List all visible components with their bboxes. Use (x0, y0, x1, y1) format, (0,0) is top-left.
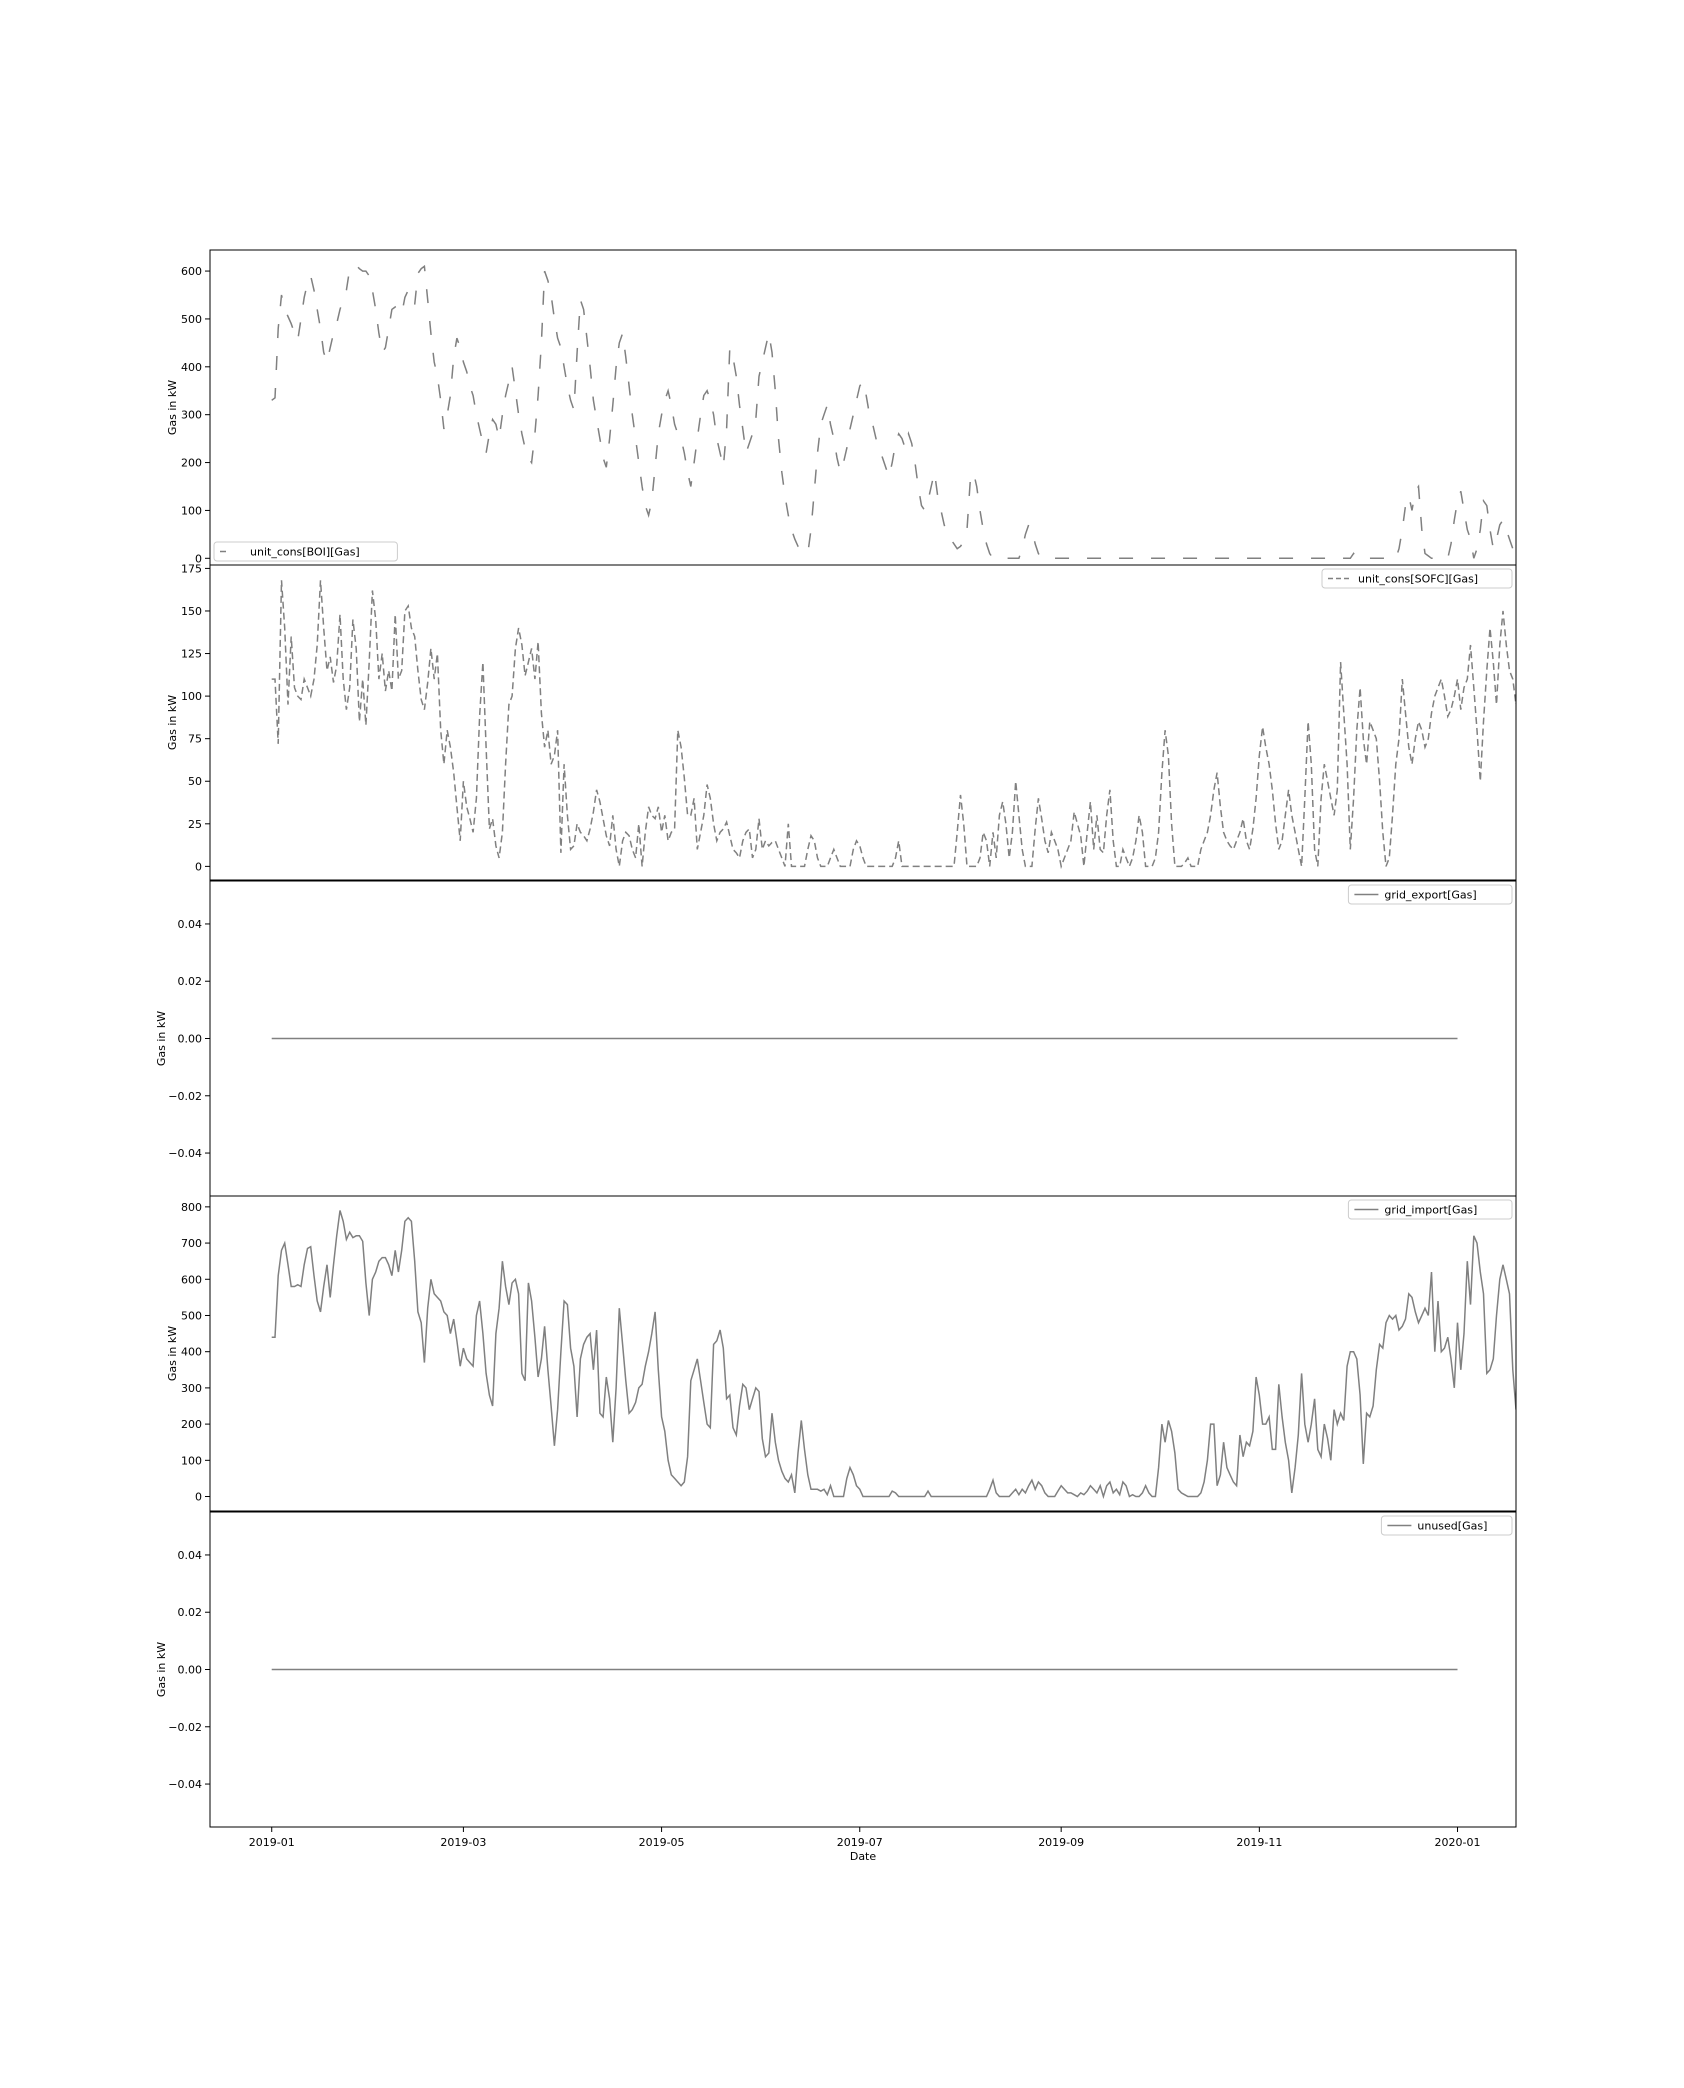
y-tick-label: 400 (181, 1346, 202, 1359)
y-tick-label: 0.00 (178, 1664, 203, 1677)
legend: grid_import[Gas] (1347, 1199, 1513, 1220)
y-tick-label: 0 (195, 1491, 202, 1504)
legend-box (1321, 568, 1513, 589)
y-tick-label: 0 (195, 552, 202, 565)
y-tick-label: 500 (181, 1309, 202, 1322)
subplot-3: −0.04 −0.02 0.00 0.02 0.04 Gas in kW grid_expo… (155, 880, 1517, 1197)
y-axis-label: Gas in kW (166, 695, 179, 750)
y-tick-label: 150 (181, 605, 202, 618)
y-tick-label: 0.04 (178, 1549, 203, 1562)
legend: unit_cons[BOI][Gas] (213, 541, 398, 562)
y-tick-label: 175 (181, 562, 202, 575)
series-line (271, 264, 1516, 560)
plot-frame (209, 249, 1517, 566)
y-tick-label: 400 (181, 361, 202, 374)
y-tick-label: 200 (181, 1418, 202, 1431)
x-axis-label: Date (850, 1850, 877, 1863)
y-tick-label: 0 (195, 860, 202, 873)
plot-frame (209, 564, 1517, 881)
legend-label: unit_cons[SOFC][Gas] (1358, 573, 1478, 586)
y-tick-label: 100 (181, 1454, 202, 1467)
y-tick-label: 700 (181, 1237, 202, 1250)
y-axis-label: Gas in kW (166, 1326, 179, 1381)
y-axis-label: Gas in kW (155, 1011, 168, 1066)
y-tick-label: 100 (181, 504, 202, 517)
legend-label: grid_export[Gas] (1384, 889, 1476, 902)
x-tick-label: 2020-01 (1435, 1836, 1481, 1849)
y-tick-label: 500 (181, 313, 202, 326)
subplot-1: 0 100 200 300 400 500 600 Gas in kW unit_cons[BO… (166, 249, 1517, 566)
legend-box (1347, 1199, 1513, 1220)
y-tick-label: 600 (181, 265, 202, 278)
x-tick-label: 2019-01 (249, 1836, 295, 1849)
x-tick-label: 2019-03 (440, 1836, 486, 1849)
y-tick-label: 800 (181, 1201, 202, 1214)
subplot-5: −0.04 −0.02 0.00 0.02 0.04 Gas in kW unused[Ga… (155, 1511, 1517, 1863)
y-tick-label: −0.02 (168, 1721, 202, 1734)
y-tick-label: 0.02 (178, 975, 203, 988)
subplot-2: 0 25 50 75 100 125 150 175 Gas in kW unit_cons[SO… (166, 562, 1517, 881)
x-tick-label: 2019-07 (837, 1836, 883, 1849)
y-tick-label: 300 (181, 1382, 202, 1395)
subplot-4: 0 100 200 300 400 500 600 700 800 Gas in kW grid_i… (166, 1195, 1517, 1512)
legend: unused[Gas] (1380, 1515, 1513, 1536)
y-axis-label: Gas in kW (155, 1642, 168, 1697)
y-tick-label: 50 (188, 775, 202, 788)
x-tick-label: 2019-09 (1038, 1836, 1084, 1849)
y-tick-label: 300 (181, 409, 202, 422)
y-tick-label: 75 (188, 733, 202, 746)
y-tick-label: 0.04 (178, 918, 203, 931)
series-line (271, 580, 1516, 870)
y-tick-label: −0.04 (168, 1778, 202, 1791)
legend-label: unit_cons[BOI][Gas] (250, 546, 360, 559)
y-tick-label: 0.00 (178, 1033, 203, 1046)
y-tick-label: −0.02 (168, 1090, 202, 1103)
legend-box (1347, 884, 1513, 905)
legend: unit_cons[SOFC][Gas] (1321, 568, 1513, 589)
legend-box (213, 541, 398, 562)
y-tick-label: −0.04 (168, 1147, 202, 1160)
y-tick-label: 600 (181, 1273, 202, 1286)
legend-box (1380, 1515, 1513, 1536)
x-tick-label: 2019-05 (639, 1836, 685, 1849)
y-axis-label: Gas in kW (166, 380, 179, 435)
series-line (271, 1210, 1516, 1500)
y-tick-label: 100 (181, 690, 202, 703)
legend: grid_export[Gas] (1347, 884, 1513, 905)
x-tick-label: 2019-11 (1236, 1836, 1282, 1849)
legend-label: grid_import[Gas] (1384, 1204, 1477, 1217)
y-tick-label: 0.02 (178, 1606, 203, 1619)
legend-label: unused[Gas] (1417, 1520, 1487, 1533)
plot-frame (209, 1195, 1517, 1512)
y-tick-label: 200 (181, 457, 202, 470)
y-tick-label: 125 (181, 648, 202, 661)
y-tick-label: 25 (188, 818, 202, 831)
